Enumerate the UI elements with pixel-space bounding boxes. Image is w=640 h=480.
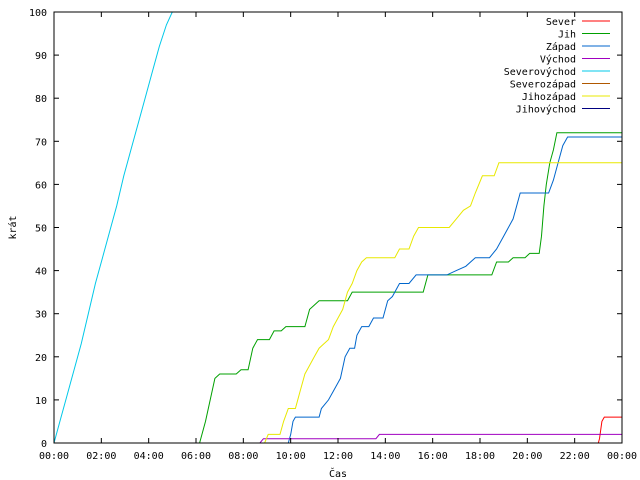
x-axis-title: Čas [329,467,347,480]
x-tick-label: 08:00 [228,451,258,462]
y-tick-label: 90 [35,51,47,62]
series-line-2 [54,132,622,443]
y-tick-label: 80 [35,94,47,105]
y-tick-label: 0 [41,439,47,450]
series-line-1 [54,416,622,443]
series-line-7 [54,162,622,443]
series-layer [54,12,622,443]
x-tick-label: 02:00 [86,451,116,462]
x-tick-label: 04:00 [134,451,164,462]
legend-label: Severozápad [510,79,576,91]
x-tick-label: 10:00 [276,451,306,462]
legend-label: Jihozápad [522,91,576,103]
y-tick-label: 10 [35,396,47,407]
y-tick-label: 50 [35,224,47,235]
y-tick-label: 60 [35,180,47,191]
x-tick-label: 16:00 [418,451,448,462]
y-axis-title: krát [7,215,19,239]
y-tick-label: 40 [35,267,47,278]
legend-label: Jih [558,30,576,41]
x-tick-label: 00:00 [607,451,637,462]
x-tick-label: 20:00 [512,451,542,462]
legend-label: Východ [540,54,576,66]
x-tick-label: 14:00 [370,451,400,462]
series-line-3 [54,136,622,443]
x-tick-label: 00:00 [39,451,69,462]
legend-label: Jihovýchod [516,104,576,116]
x-tick-label: 06:00 [181,451,211,462]
ticks-layer: 00:00 02:00 04:00 06:00 08:00 10:00 12:00 14:00… [29,8,637,462]
y-tick-label: 100 [29,8,47,19]
legend: Sever JihZápadVýchodSeverovýchodSeverozáp… [504,17,610,116]
series-line-4 [54,433,622,443]
legend-label: Sever [546,17,576,28]
legend-label: Severovýchod [504,66,576,78]
series-line-5 [54,12,173,443]
x-tick-label: 12:00 [323,451,353,462]
y-tick-label: 20 [35,353,47,364]
legend-label: Západ [546,41,576,53]
y-tick-label: 70 [35,137,47,148]
x-tick-label: 22:00 [560,451,590,462]
x-tick-label: 18:00 [465,451,495,462]
y-tick-label: 30 [35,310,47,321]
